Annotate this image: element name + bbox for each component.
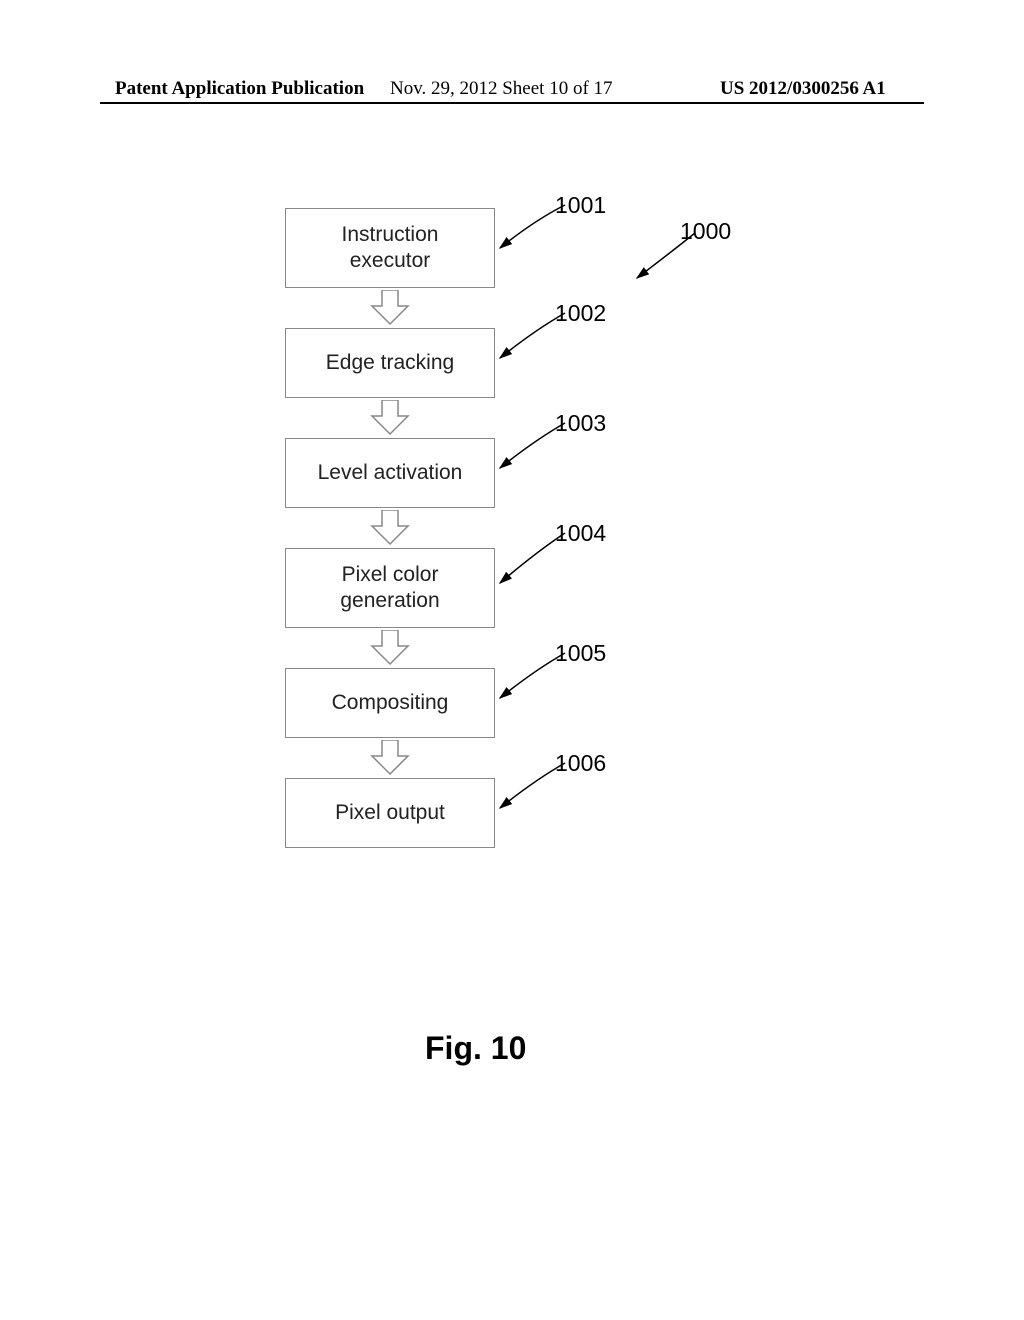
ref-1004: 1004 bbox=[555, 520, 606, 547]
flow-arrow-icon bbox=[370, 400, 410, 436]
box-label: Level activation bbox=[318, 460, 463, 486]
flow-box-pixel-output: Pixel output bbox=[285, 778, 495, 848]
ref-1006: 1006 bbox=[555, 750, 606, 777]
box-label: Instructionexecutor bbox=[342, 222, 439, 275]
ref-1003: 1003 bbox=[555, 410, 606, 437]
ref-1000: 1000 bbox=[680, 218, 731, 245]
header-center: Nov. 29, 2012 Sheet 10 of 17 bbox=[390, 78, 613, 100]
header-right: US 2012/0300256 A1 bbox=[720, 78, 886, 100]
flow-box-compositing: Compositing bbox=[285, 668, 495, 738]
flow-box-level-activation: Level activation bbox=[285, 438, 495, 508]
ref-1001: 1001 bbox=[555, 192, 606, 219]
header-left: Patent Application Publication bbox=[115, 78, 364, 100]
box-label: Edge tracking bbox=[326, 350, 454, 376]
header-rule bbox=[100, 102, 924, 104]
flow-box-instruction-executor: Instructionexecutor bbox=[285, 208, 495, 288]
flow-arrow-icon bbox=[370, 630, 410, 666]
figure-caption: Fig. 10 bbox=[425, 1030, 526, 1067]
flow-arrow-icon bbox=[370, 740, 410, 776]
ref-leader-icon bbox=[0, 0, 1024, 1320]
patent-page: Patent Application Publication Nov. 29, … bbox=[0, 0, 1024, 1320]
box-label: Pixel colorgeneration bbox=[340, 562, 439, 615]
flow-arrow-icon bbox=[370, 510, 410, 546]
flow-box-pixel-color-generation: Pixel colorgeneration bbox=[285, 548, 495, 628]
flow-arrow-icon bbox=[370, 290, 410, 326]
box-label: Pixel output bbox=[335, 800, 445, 826]
ref-1002: 1002 bbox=[555, 300, 606, 327]
ref-1005: 1005 bbox=[555, 640, 606, 667]
box-label: Compositing bbox=[332, 690, 449, 716]
flow-box-edge-tracking: Edge tracking bbox=[285, 328, 495, 398]
